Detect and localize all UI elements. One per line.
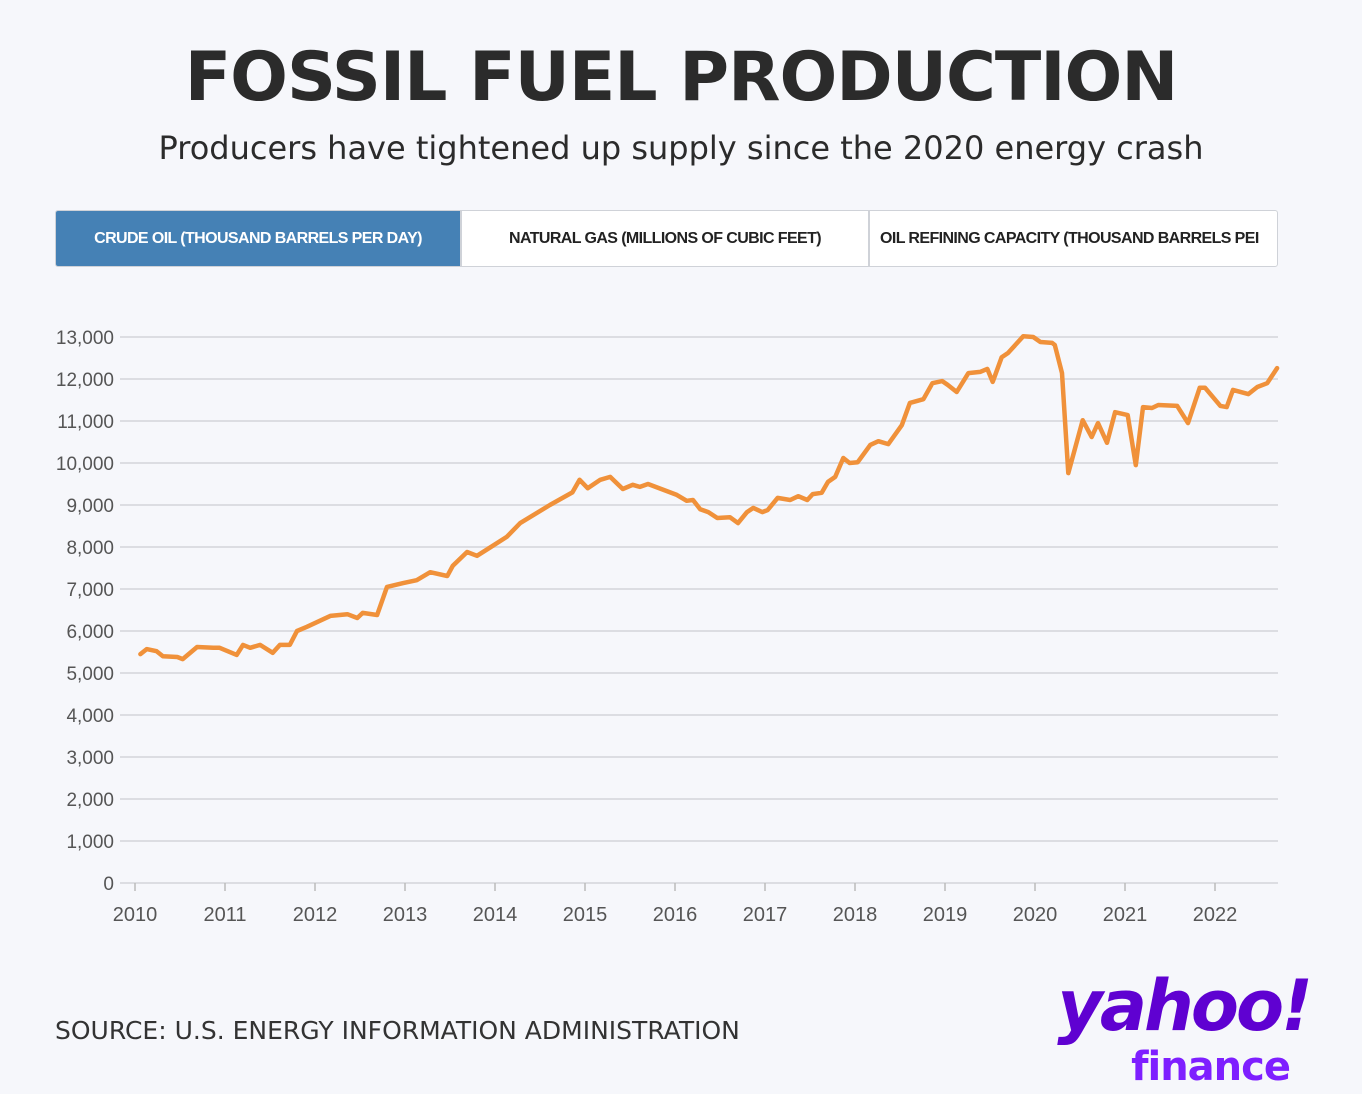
x-tick-label: 2011 — [203, 904, 246, 926]
y-tick-label: 6,000 — [66, 622, 114, 643]
tab-label: NATURAL GAS (MILLIONS OF CUBIC FEET) — [508, 229, 821, 247]
logo-finance: finance — [1131, 1044, 1291, 1090]
x-tick-label: 2012 — [293, 904, 338, 926]
x-tick-label: 2014 — [473, 904, 518, 926]
x-tick-label: 2016 — [653, 904, 698, 926]
y-tick-label: 12,000 — [56, 370, 114, 391]
logo-yahoo: yahoo! — [1057, 965, 1313, 1047]
chart-subtitle: Producers have tightened up supply since… — [158, 129, 1204, 167]
y-tick-label: 13,000 — [56, 328, 114, 349]
y-tick-label: 8,000 — [66, 538, 114, 559]
y-tick-label: 11,000 — [57, 412, 114, 433]
x-tick-label: 2022 — [1193, 904, 1238, 926]
y-tick-label: 3,000 — [66, 748, 114, 769]
x-tick-label: 2010 — [113, 904, 158, 926]
x-tick-label: 2015 — [563, 904, 608, 926]
x-tick-label: 2018 — [833, 904, 878, 926]
tab-label: OIL REFINING CAPACITY (THOUSAND BARRELS … — [880, 229, 1259, 247]
y-tick-label: 0 — [103, 874, 114, 895]
line-chart: 0 1,000 2,000 3,000 4,000 5,000 6,000 7,000 8,00… — [56, 328, 1280, 926]
x-tick-label: 2021 — [1103, 904, 1148, 926]
y-tick-label: 5,000 — [66, 664, 114, 685]
tab-natural-gas[interactable]: NATURAL GAS (MILLIONS OF CUBIC FEET) — [462, 211, 870, 266]
y-tick-label: 10,000 — [56, 454, 114, 475]
x-tick-label: 2017 — [743, 904, 788, 926]
x-tick-label: 2019 — [923, 904, 968, 926]
x-tick-label: 2013 — [383, 904, 428, 926]
y-tick-label: 9,000 — [66, 496, 114, 517]
tab-label: CRUDE OIL (THOUSAND BARRELS PER DAY) — [94, 229, 422, 247]
tab-crude-oil[interactable]: CRUDE OIL (THOUSAND BARRELS PER DAY) — [56, 211, 462, 266]
y-tick-label: 4,000 — [66, 706, 114, 727]
y-tick-label: 7,000 — [66, 580, 114, 601]
chart-title: FOSSIL FUEL PRODUCTION — [184, 38, 1179, 117]
y-tick-label: 2,000 — [66, 790, 114, 811]
source-note: SOURCE: U.S. ENERGY INFORMATION ADMINIST… — [55, 1016, 740, 1045]
tab-bar: CRUDE OIL (THOUSAND BARRELS PER DAY) NAT… — [55, 210, 1278, 267]
yahoo-finance-logo: yahoo! finance — [1030, 968, 1320, 1090]
y-tick-label: 1,000 — [66, 832, 114, 853]
crude-oil-series-line — [138, 333, 1280, 662]
x-tick-label: 2020 — [1013, 904, 1058, 926]
tab-oil-refining-capacity[interactable]: OIL REFINING CAPACITY (THOUSAND BARRELS … — [870, 211, 1275, 266]
